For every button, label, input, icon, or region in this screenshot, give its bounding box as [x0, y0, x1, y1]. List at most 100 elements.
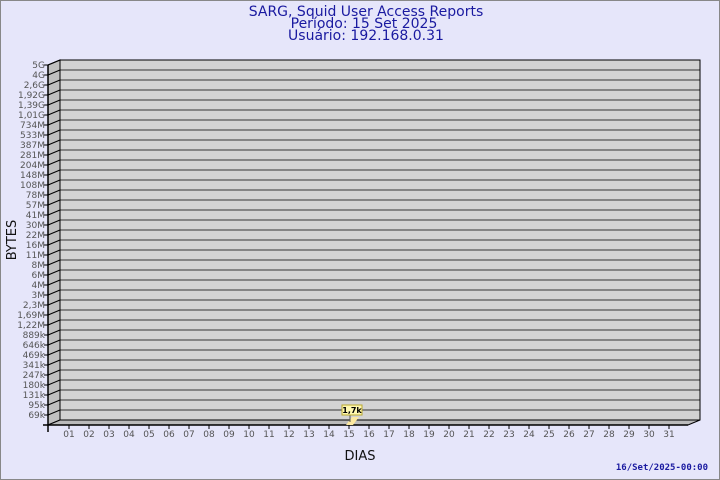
y-tick-label: 6M: [32, 271, 46, 281]
x-tick-label: 27: [583, 430, 594, 440]
gridline-side: [47, 79, 61, 86]
y-tick-label: 78M: [26, 191, 45, 201]
gridline-side: [47, 89, 61, 96]
x-tick-label: 04: [123, 430, 135, 440]
x-tick-label: 29: [623, 430, 635, 440]
gridline-side: [47, 119, 61, 126]
gridline-side: [47, 149, 61, 156]
y-tick-label: 22M: [26, 231, 45, 241]
gridline-side: [47, 379, 61, 386]
y-tick-label: 1,39G: [18, 101, 45, 111]
gridline-side: [47, 179, 61, 186]
gridline-side: [47, 349, 61, 356]
gridline-side: [47, 69, 61, 76]
x-tick-label: 01: [63, 430, 74, 440]
x-tick-label: 31: [663, 430, 674, 440]
y-tick-label: 180k: [23, 381, 46, 391]
gridline-side: [47, 359, 61, 366]
gridline-side: [47, 389, 61, 396]
x-tick-label: 17: [383, 430, 394, 440]
gridline-side: [47, 369, 61, 376]
x-tick-label: 10: [243, 430, 255, 440]
x-tick-label: 11: [263, 430, 274, 440]
gridline-side: [47, 169, 61, 176]
gridline-side: [47, 299, 61, 306]
gridline-side: [47, 319, 61, 326]
gridline-side: [47, 59, 61, 66]
y-tick-label: 95k: [28, 401, 45, 411]
y-tick-label: 69k: [28, 411, 45, 421]
x-tick-label: 05: [143, 430, 154, 440]
y-tick-label: 5G: [32, 61, 45, 71]
bar-day-15: [346, 417, 359, 425]
y-tick-label: 11M: [26, 251, 45, 261]
gridline-side: [47, 339, 61, 346]
chart-period: Período: 15 Set 2025: [291, 16, 438, 32]
y-tick-label: 281M: [20, 151, 45, 161]
y-tick-label: 341k: [23, 361, 46, 371]
timestamp: 16/Set/2025-00:00: [616, 463, 708, 473]
y-tick-label: 2,3M: [23, 301, 45, 311]
gridline-side: [47, 229, 61, 236]
gridline-side: [47, 399, 61, 406]
y-tick-label: 2,6G: [24, 81, 45, 91]
x-tick-label: 13: [303, 430, 314, 440]
x-tick-label: 26: [563, 430, 575, 440]
gridline-side: [47, 219, 61, 226]
y-tick-label: 1,01G: [18, 111, 45, 121]
y-tick-label: 734M: [20, 121, 45, 131]
x-tick-label: 24: [523, 430, 535, 440]
gridline-side: [47, 189, 61, 196]
x-tick-label: 03: [103, 430, 114, 440]
y-tick-label: 16M: [26, 241, 45, 251]
gridline-side: [47, 249, 61, 256]
gridline-side: [47, 199, 61, 206]
y-tick-label: 247k: [23, 371, 46, 381]
x-tick-label: 16: [363, 430, 375, 440]
x-tick-label: 20: [443, 430, 455, 440]
x-tick-label: 15: [343, 430, 354, 440]
gridline-side: [47, 279, 61, 286]
y-tick-label: 30M: [26, 221, 45, 231]
gridline-side: [47, 159, 61, 166]
x-tick-label: 30: [643, 430, 655, 440]
gridline-side: [47, 309, 61, 316]
gridline-side: [47, 139, 61, 146]
data-label: 1,7k: [342, 406, 362, 415]
y-axis-label: BYTES: [5, 220, 20, 261]
y-tick-label: 108M: [20, 181, 45, 191]
y-tick-label: 148M: [20, 171, 45, 181]
gridline-side: [47, 109, 61, 116]
y-tick-label: 1,22M: [17, 321, 45, 331]
y-tick-label: 4M: [32, 281, 46, 291]
data-label-box: [341, 404, 363, 416]
chart-title: SARG, Squid User Access Reports: [249, 4, 484, 20]
y-tick-label: 8M: [32, 261, 46, 271]
y-tick-label: 204M: [20, 161, 45, 171]
y-tick-label: 131k: [23, 391, 46, 401]
x-tick-label: 02: [83, 430, 94, 440]
chart-user: Usuário: 192.168.0.31: [288, 28, 444, 44]
x-axis-label: DIAS: [345, 449, 376, 464]
x-tick-label: 09: [223, 430, 235, 440]
y-tick-label: 889k: [23, 331, 46, 341]
gridline-side: [47, 99, 61, 106]
x-tick-label: 19: [423, 430, 435, 440]
gridline-side: [47, 259, 61, 266]
x-tick-label: 28: [603, 430, 615, 440]
y-tick-label: 387M: [20, 141, 45, 151]
gridline-side: [47, 269, 61, 276]
y-tick-label: 469k: [23, 351, 46, 361]
x-tick-label: 25: [543, 430, 554, 440]
y-tick-label: 1,69M: [17, 311, 45, 321]
x-tick-label: 14: [323, 430, 335, 440]
y-tick-label: 41M: [26, 211, 45, 221]
gridline-side: [47, 409, 61, 416]
x-tick-label: 12: [283, 430, 294, 440]
y-tick-label: 533M: [20, 131, 45, 141]
x-tick-label: 18: [403, 430, 415, 440]
y-tick-label: 646k: [23, 341, 46, 351]
y-tick-label: 1,92G: [18, 91, 45, 101]
gridline-side: [47, 239, 61, 246]
